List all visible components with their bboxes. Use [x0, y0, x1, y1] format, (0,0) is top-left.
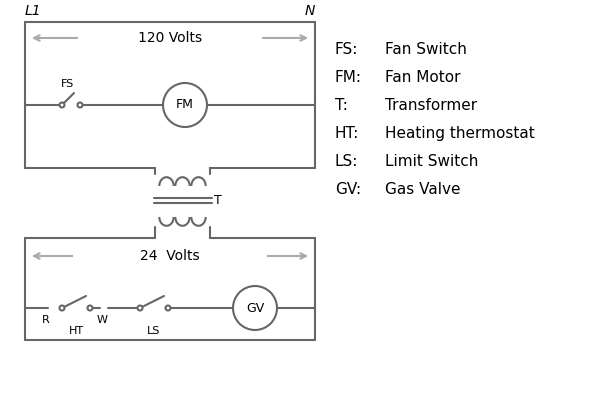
Text: Gas Valve: Gas Valve	[385, 182, 461, 197]
Text: FM:: FM:	[335, 70, 362, 85]
Text: HT: HT	[68, 326, 84, 336]
Circle shape	[60, 306, 64, 310]
Text: Fan Switch: Fan Switch	[385, 42, 467, 57]
Text: HT:: HT:	[335, 126, 359, 141]
Circle shape	[77, 102, 83, 108]
Text: LS:: LS:	[335, 154, 358, 169]
Text: FS:: FS:	[335, 42, 358, 57]
Text: T: T	[215, 194, 222, 206]
Text: FM: FM	[176, 98, 194, 112]
Text: GV:: GV:	[335, 182, 361, 197]
Text: GV: GV	[246, 302, 264, 314]
Circle shape	[87, 306, 93, 310]
Text: 120 Volts: 120 Volts	[138, 31, 202, 45]
Circle shape	[137, 306, 143, 310]
Text: T:: T:	[335, 98, 348, 113]
Text: N: N	[304, 4, 315, 18]
Text: FS: FS	[61, 79, 74, 89]
Text: LS: LS	[148, 326, 160, 336]
Circle shape	[166, 306, 171, 310]
Text: L1: L1	[25, 4, 42, 18]
Text: W: W	[97, 315, 107, 325]
Text: Heating thermostat: Heating thermostat	[385, 126, 535, 141]
Text: Limit Switch: Limit Switch	[385, 154, 478, 169]
Text: 24  Volts: 24 Volts	[140, 249, 200, 263]
Text: Transformer: Transformer	[385, 98, 477, 113]
Circle shape	[60, 102, 64, 108]
Text: R: R	[42, 315, 50, 325]
Text: Fan Motor: Fan Motor	[385, 70, 461, 85]
